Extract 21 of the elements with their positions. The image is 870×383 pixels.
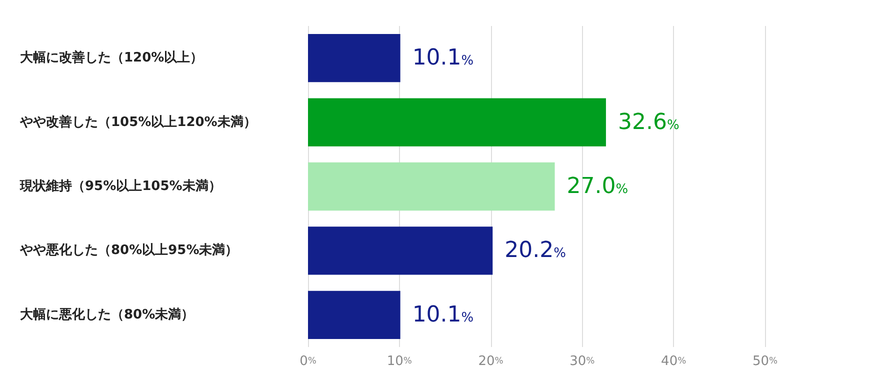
y-tick-label: 大幅に改善した（120%以上）	[20, 50, 204, 66]
y-tick-label: 大幅に悪化した（80%未満）	[20, 307, 194, 322]
bar	[308, 34, 400, 82]
x-tick-label: 50%	[752, 354, 778, 369]
data-label: 27.0%	[566, 174, 628, 199]
bar	[308, 98, 606, 146]
y-tick-label: やや悪化した（80%以上95%未満）	[19, 243, 238, 258]
bar	[308, 290, 400, 339]
x-tick-label: 30%	[570, 354, 596, 369]
x-tick-label: 0%	[300, 354, 317, 369]
y-tick-label: やや改善した（105%以上120%未満）	[19, 114, 256, 130]
x-tick-label: 40%	[661, 354, 687, 369]
bar	[308, 162, 555, 211]
bar	[308, 226, 493, 275]
x-tick-label: 20%	[478, 354, 504, 369]
data-label: 10.1%	[412, 46, 474, 71]
x-tick-label: 10%	[386, 354, 412, 369]
data-label: 32.6%	[618, 110, 680, 135]
y-tick-label: 現状維持（95%以上105%未満）	[19, 179, 222, 194]
data-label: 10.1%	[412, 302, 474, 328]
data-label: 20.2%	[504, 238, 566, 264]
